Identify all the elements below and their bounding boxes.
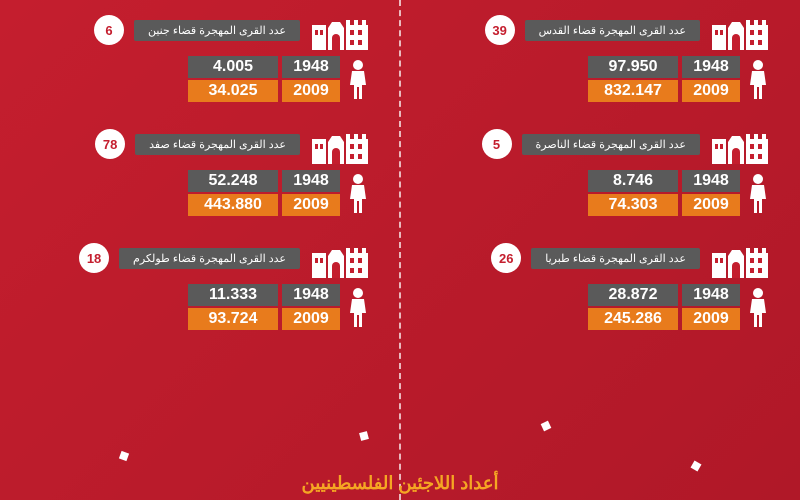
value-1948: 8.746 (588, 170, 678, 192)
village-count: 26 (491, 243, 521, 273)
section-header: 39 عدد القرى المهجرة قضاء القدس (430, 10, 770, 50)
section-header: 78 عدد القرى المهجرة قضاء صفد (30, 124, 370, 164)
person-icon (746, 59, 770, 99)
value-2009: 93.724 (188, 308, 278, 330)
district-label: عدد القرى المهجرة قضاء الناصرة (522, 134, 700, 155)
building-icon (710, 124, 770, 164)
year-1948: 1948 (282, 284, 340, 306)
value-1948: 28.872 (588, 284, 678, 306)
district-section: 78 عدد القرى المهجرة قضاء صفد 52.248194844… (30, 124, 370, 216)
year-2009: 2009 (282, 308, 340, 330)
building-icon (310, 10, 370, 50)
district-label: عدد القرى المهجرة قضاء طبريا (531, 248, 700, 269)
district-section: 26 عدد القرى المهجرة قضاء طبريا 28.8721948… (430, 238, 770, 330)
value-2009: 832.147 (588, 80, 678, 102)
population-block: 28.8721948245.2862009 (430, 284, 770, 330)
district-section: 6 عدد القرى المهجرة قضاء جنين 4.005194834.… (30, 10, 370, 102)
village-count: 5 (482, 129, 512, 159)
village-count: 6 (94, 15, 124, 45)
section-header: 26 عدد القرى المهجرة قضاء طبريا (430, 238, 770, 278)
village-count: 78 (95, 129, 125, 159)
year-2009: 2009 (682, 80, 740, 102)
value-1948: 52.248 (188, 170, 278, 192)
year-1948: 1948 (682, 170, 740, 192)
district-label: عدد القرى المهجرة قضاء صفد (135, 134, 300, 155)
year-2009: 2009 (682, 308, 740, 330)
building-icon (710, 238, 770, 278)
population-block: 52.2481948443.8802009 (30, 170, 370, 216)
year-1948: 1948 (282, 56, 340, 78)
village-count: 39 (485, 15, 515, 45)
right-column: 39عدد القرى المهجرة قضاء القدس97.9501948… (400, 0, 800, 500)
person-icon (346, 287, 370, 327)
footer-title: أعداد اللاجئين الفلسطينيين (0, 473, 800, 494)
main-container: 6عدد القرى المهجرة قضاء جنين4.005194834.… (0, 0, 800, 500)
left-column: 6عدد القرى المهجرة قضاء جنين4.005194834.… (0, 0, 400, 500)
population-block: 8.746194874.3032009 (430, 170, 770, 216)
section-header: 5 عدد القرى المهجرة قضاء الناصرة (430, 124, 770, 164)
district-label: عدد القرى المهجرة قضاء طولكرم (119, 248, 300, 269)
building-icon (310, 238, 370, 278)
building-icon (310, 124, 370, 164)
population-block: 97.9501948832.1472009 (430, 56, 770, 102)
person-icon (346, 59, 370, 99)
value-2009: 245.286 (588, 308, 678, 330)
building-icon (710, 10, 770, 50)
value-1948: 97.950 (588, 56, 678, 78)
village-count: 18 (79, 243, 109, 273)
district-section: 39 عدد القرى المهجرة قضاء القدس 97.9501948… (430, 10, 770, 102)
year-1948: 1948 (282, 170, 340, 192)
year-2009: 2009 (282, 80, 340, 102)
section-header: 18 عدد القرى المهجرة قضاء طولكرم (30, 238, 370, 278)
population-block: 4.005194834.0252009 (30, 56, 370, 102)
year-1948: 1948 (682, 56, 740, 78)
value-1948: 4.005 (188, 56, 278, 78)
district-label: عدد القرى المهجرة قضاء جنين (134, 20, 300, 41)
population-block: 11.333194893.7242009 (30, 284, 370, 330)
value-2009: 74.303 (588, 194, 678, 216)
center-divider (399, 0, 401, 500)
district-label: عدد القرى المهجرة قضاء القدس (525, 20, 700, 41)
person-icon (746, 287, 770, 327)
district-section: 18 عدد القرى المهجرة قضاء طولكرم 11.333194… (30, 238, 370, 330)
year-2009: 2009 (682, 194, 740, 216)
person-icon (746, 173, 770, 213)
value-1948: 11.333 (188, 284, 278, 306)
year-1948: 1948 (682, 284, 740, 306)
district-section: 5 عدد القرى المهجرة قضاء الناصرة 8.7461948… (430, 124, 770, 216)
person-icon (346, 173, 370, 213)
year-2009: 2009 (282, 194, 340, 216)
section-header: 6 عدد القرى المهجرة قضاء جنين (30, 10, 370, 50)
value-2009: 34.025 (188, 80, 278, 102)
value-2009: 443.880 (188, 194, 278, 216)
